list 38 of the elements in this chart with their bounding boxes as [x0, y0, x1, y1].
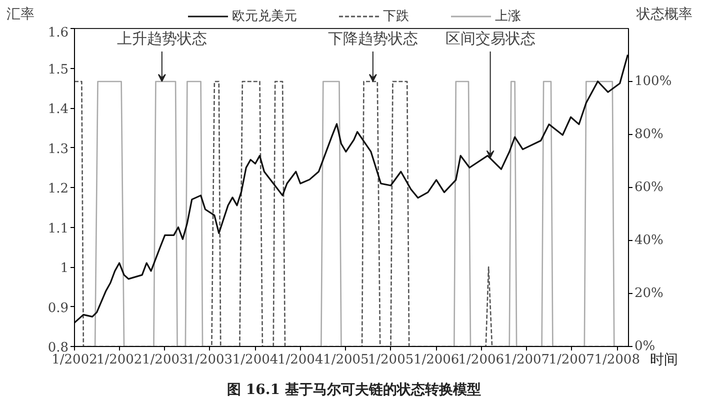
x-tick-label: 1/2007	[504, 352, 550, 368]
x-tick-label: 1/2004	[277, 352, 324, 368]
y-tick-label: 1.5	[48, 62, 69, 78]
y2-tick-label: 80%	[634, 127, 664, 142]
y2-tick-label: 100%	[634, 74, 672, 89]
y-axis-title: 汇率	[6, 6, 34, 22]
x-tick-label: 1/2006	[458, 352, 504, 368]
annotation: 区间交易状态	[445, 30, 536, 48]
x-tick-label: 1/2005	[368, 352, 414, 368]
legend-label: 下跌	[383, 9, 409, 24]
y2-tick-label: 0%	[634, 339, 656, 354]
y-tick-label: 1.6	[48, 26, 69, 40]
y-tick-label: 1.1	[48, 221, 69, 236]
y2-tick-label: 20%	[634, 286, 664, 301]
annotation: 下降趋势状态	[328, 30, 418, 48]
x-tick-label: 1/2006	[413, 352, 460, 368]
y2-axis-title: 状态概率	[636, 6, 692, 22]
x-tick-label: 1/2003	[142, 352, 188, 368]
annotation: 上升趋势状态	[116, 30, 207, 48]
x-tick-label: 1/2007	[548, 352, 594, 368]
x-axis-title: 时间	[650, 351, 678, 370]
y-tick-label: 0.9	[48, 300, 69, 316]
caption: 图 16.1 基于马尔可夫链的状态转换模型	[226, 381, 482, 400]
line-series	[74, 54, 628, 324]
legend-label: 欧元兑美元	[232, 8, 297, 24]
y-tick-label: 1	[60, 261, 69, 276]
x-tick-label: 1/2008	[594, 352, 640, 368]
y-tick-label: 1.4	[48, 102, 69, 117]
y-tick-label: 1.3	[48, 142, 69, 157]
x-tick-label: 1/2005	[323, 352, 369, 368]
y-tick-label: 1.2	[48, 182, 69, 196]
y2-tick-label: 60%	[634, 180, 664, 195]
x-tick-label: 1/2004	[232, 352, 278, 368]
x-tick-label: 1/2002	[52, 352, 98, 368]
legend-label: 上涨	[495, 9, 521, 24]
y2-tick-label: 40%	[634, 233, 664, 248]
x-tick-label: 1/2003	[186, 352, 233, 368]
x-tick-label: 1/2002	[96, 352, 142, 368]
